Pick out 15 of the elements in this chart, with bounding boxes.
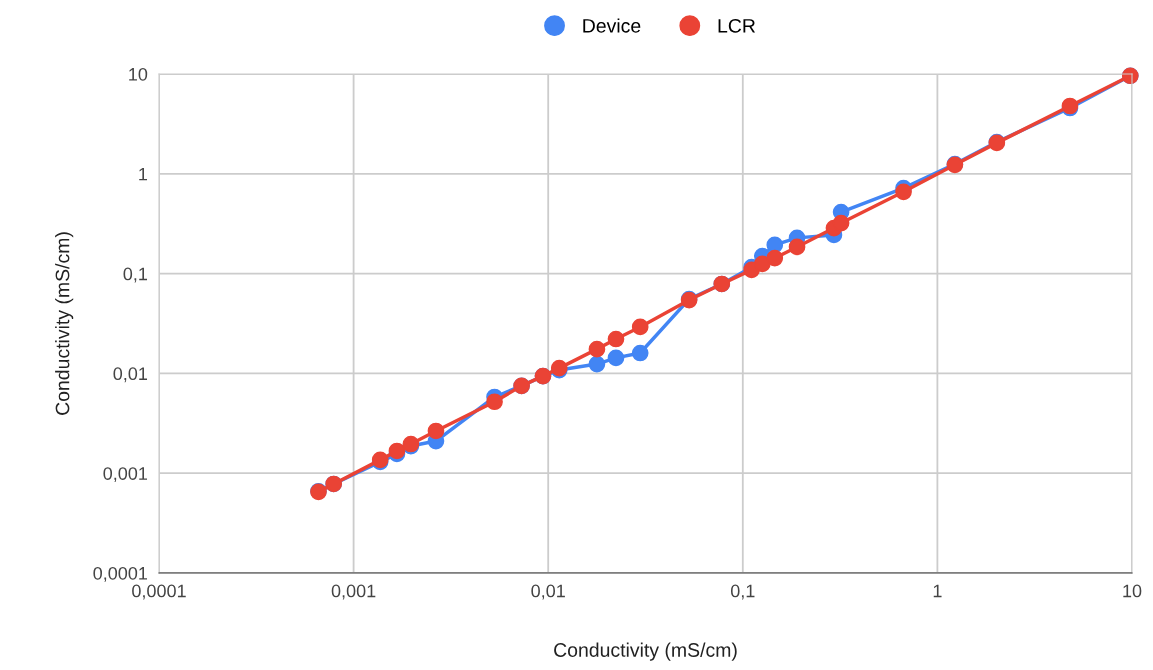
legend-label: LCR <box>718 18 756 33</box>
y-tick-label: 0,0001 <box>93 566 148 582</box>
y-axis-title: Conductivity (mS/cm) <box>55 232 74 415</box>
y-tick-label: 10 <box>129 67 148 81</box>
x-axis-title: Conductivity (mS/cm) <box>554 642 737 661</box>
y-tick-label: 0,01 <box>113 367 148 383</box>
y-tick-label: 0,001 <box>103 467 148 483</box>
x-tick-label: 0,01 <box>531 584 565 600</box>
legend-label: Device <box>583 18 641 33</box>
x-tick-label: 0,001 <box>331 584 376 600</box>
y-tick-label: 1 <box>139 167 148 181</box>
x-tick-label: 0,1 <box>730 584 755 600</box>
x-tick-label: 1 <box>933 584 942 598</box>
x-tick-label: 10 <box>1123 584 1142 598</box>
y-tick-label: 0,1 <box>123 267 148 283</box>
